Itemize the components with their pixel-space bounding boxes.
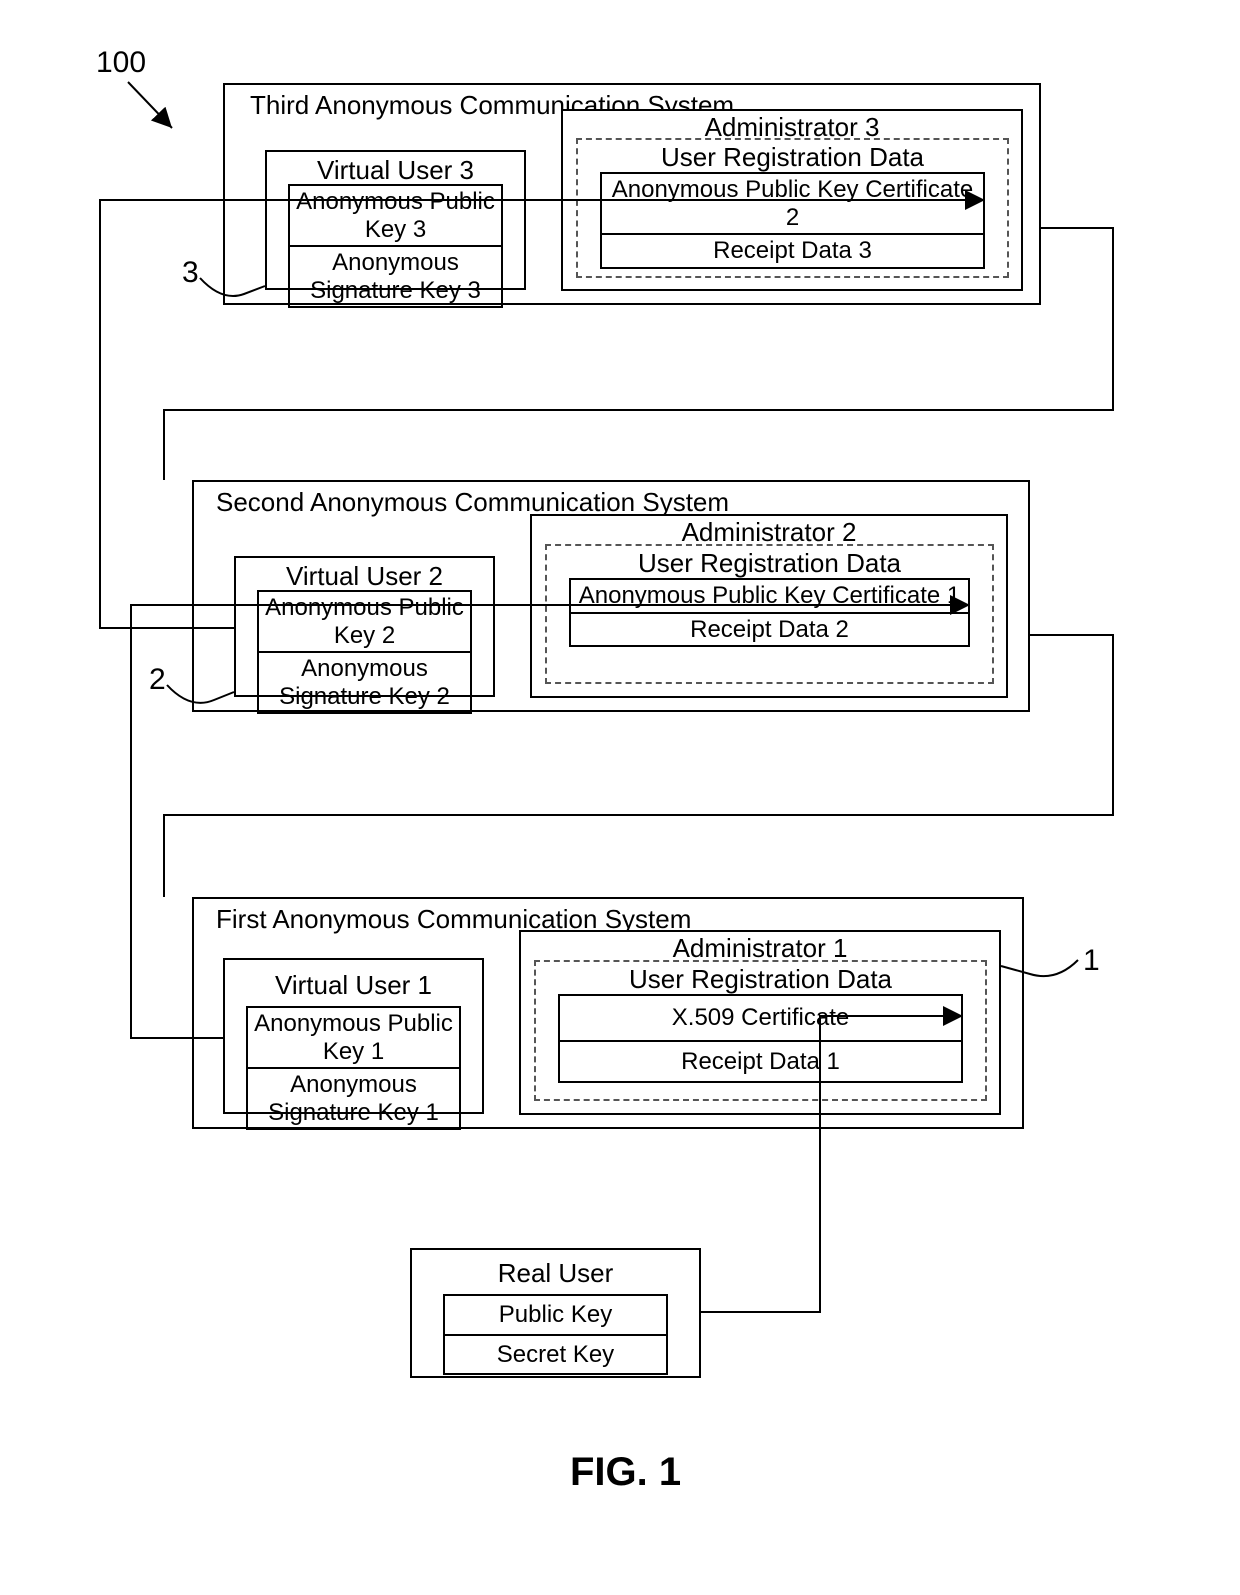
real-user-items: Public Key Secret Key	[443, 1294, 668, 1375]
admin-2-items: Anonymous Public Key Certificate 1 Recei…	[569, 578, 970, 647]
admin-1-item-0: X.509 Certificate	[558, 994, 963, 1042]
admin-3-regtitle: User Registration Data	[576, 142, 1009, 173]
admin-3-item-1: Receipt Data 3	[600, 235, 985, 269]
virtual-user-2-title: Virtual User 2	[234, 561, 495, 592]
vu2-key-0: Anonymous Public Key 2	[257, 590, 472, 653]
admin-1-item-1: Receipt Data 1	[558, 1042, 963, 1084]
ref-2: 2	[149, 663, 166, 697]
ref-100: 100	[96, 46, 146, 80]
admin-2-item-0: Anonymous Public Key Certificate 1	[569, 578, 970, 614]
admin-1-regtitle: User Registration Data	[534, 964, 987, 995]
admin-2-item-1: Receipt Data 2	[569, 614, 970, 648]
real-user-item-0: Public Key	[443, 1294, 668, 1336]
diagram-canvas: 100 Third Anonymous Communication System…	[0, 0, 1240, 1595]
real-user-title: Real User	[410, 1258, 701, 1289]
admin-3-item-0: Anonymous Public Key Certificate 2	[600, 172, 985, 235]
admin-3-items: Anonymous Public Key Certificate 2 Recei…	[600, 172, 985, 269]
vu3-key-0: Anonymous Public Key 3	[288, 184, 503, 247]
vu1-key-0: Anonymous Public Key 1	[246, 1006, 461, 1069]
ref-1: 1	[1083, 944, 1100, 978]
virtual-user-3-title: Virtual User 3	[265, 155, 526, 186]
virtual-user-2-keys: Anonymous Public Key 2 Anonymous Signatu…	[257, 590, 472, 714]
vu1-key-1: Anonymous Signature Key 1	[246, 1069, 461, 1130]
real-user-item-1: Secret Key	[443, 1336, 668, 1376]
ref-3: 3	[182, 256, 199, 290]
ref-100-arrow	[128, 82, 172, 128]
virtual-user-3-keys: Anonymous Public Key 3 Anonymous Signatu…	[288, 184, 503, 308]
vu3-key-1: Anonymous Signature Key 3	[288, 247, 503, 308]
virtual-user-1-title: Virtual User 1	[223, 970, 484, 1001]
vu2-key-1: Anonymous Signature Key 2	[257, 653, 472, 714]
virtual-user-1-keys: Anonymous Public Key 1 Anonymous Signatu…	[246, 1006, 461, 1130]
figure-caption: FIG. 1	[570, 1450, 681, 1495]
admin-2-regtitle: User Registration Data	[545, 548, 994, 579]
admin-1-items: X.509 Certificate Receipt Data 1	[558, 994, 963, 1083]
